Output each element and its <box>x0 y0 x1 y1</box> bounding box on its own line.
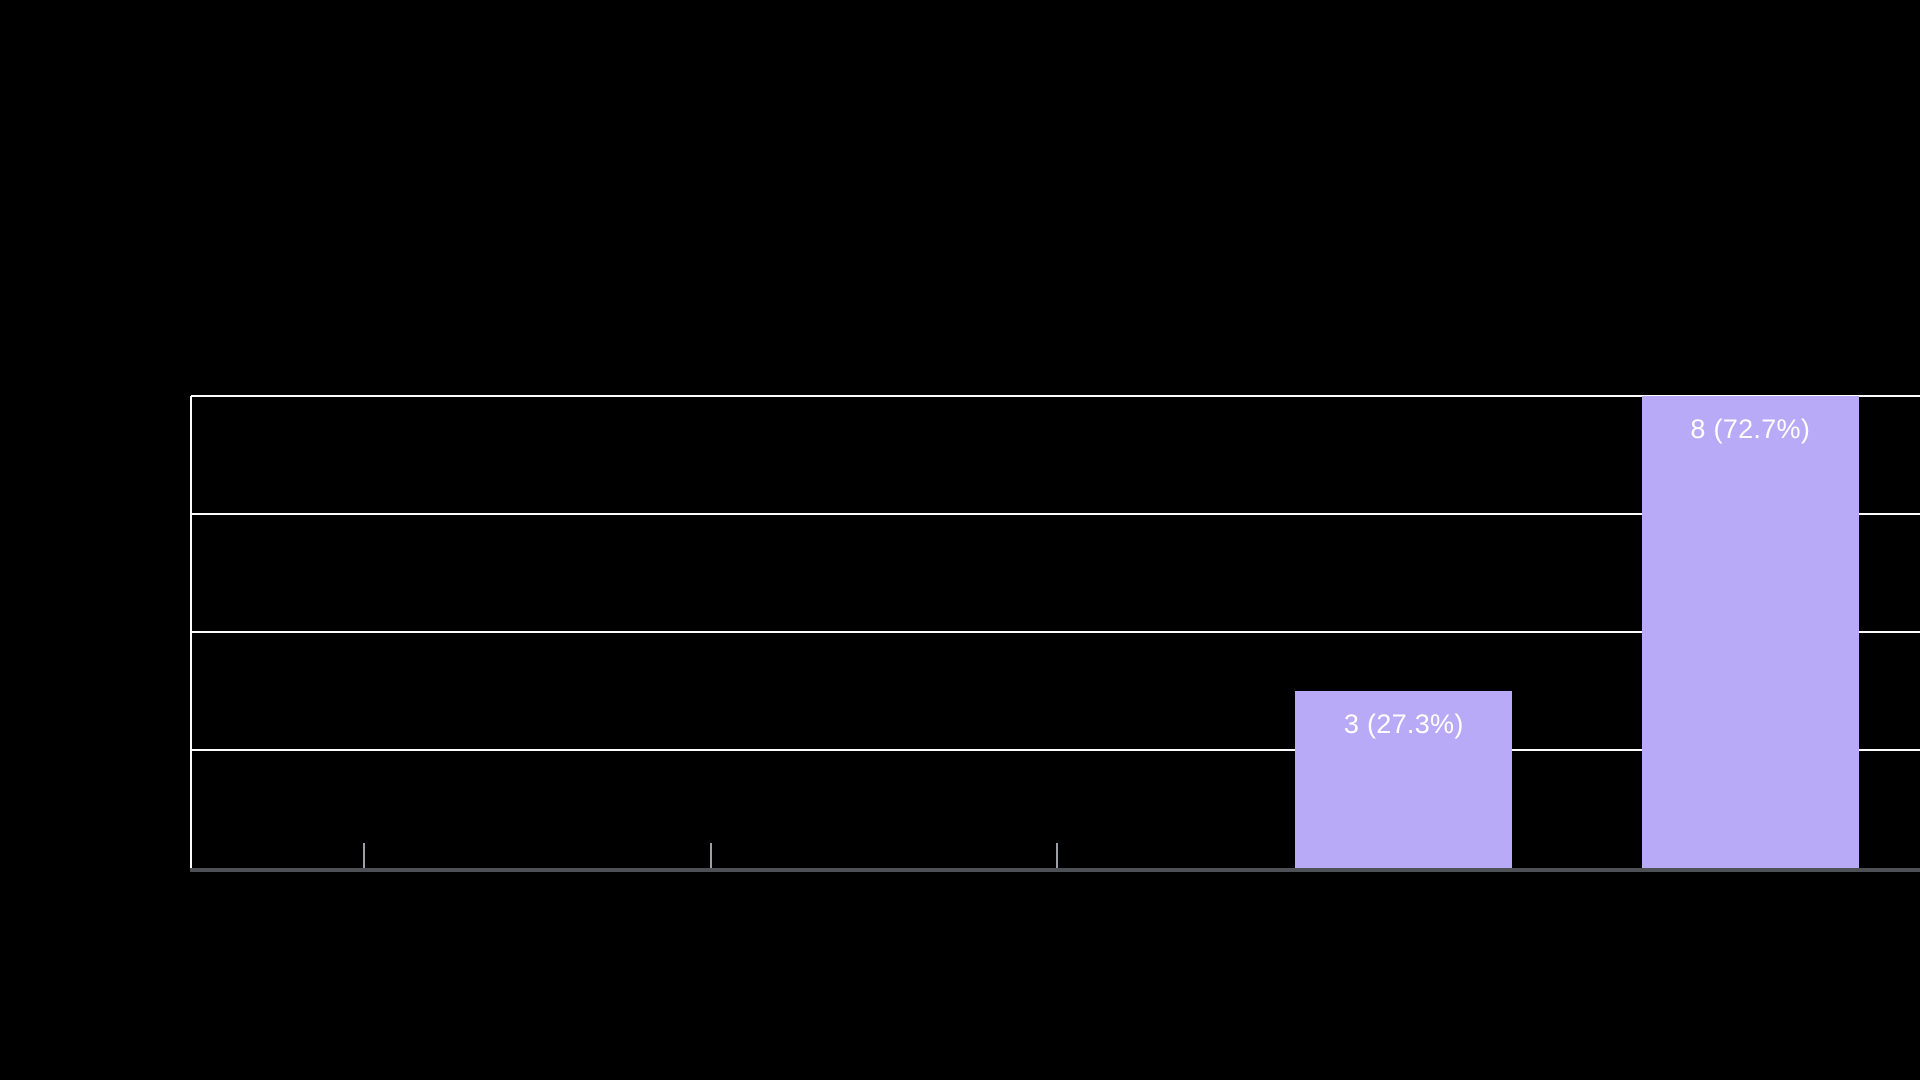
x-axis-tick <box>709 843 712 868</box>
bar-value-label: 3 (27.3%) <box>1343 709 1464 739</box>
x-axis-tick <box>1056 843 1059 868</box>
bar: 8 (72.7%) <box>1641 396 1859 868</box>
gridline <box>191 395 1920 397</box>
bar: 3 (27.3%) <box>1295 691 1513 868</box>
gridline <box>191 631 1920 633</box>
x-axis-line <box>190 868 1920 872</box>
y-axis-line <box>190 396 192 868</box>
x-axis-tick <box>363 843 366 868</box>
gridline <box>191 749 1920 751</box>
bar-value-label: 8 (72.7%) <box>1690 414 1811 444</box>
gridline <box>191 513 1920 515</box>
